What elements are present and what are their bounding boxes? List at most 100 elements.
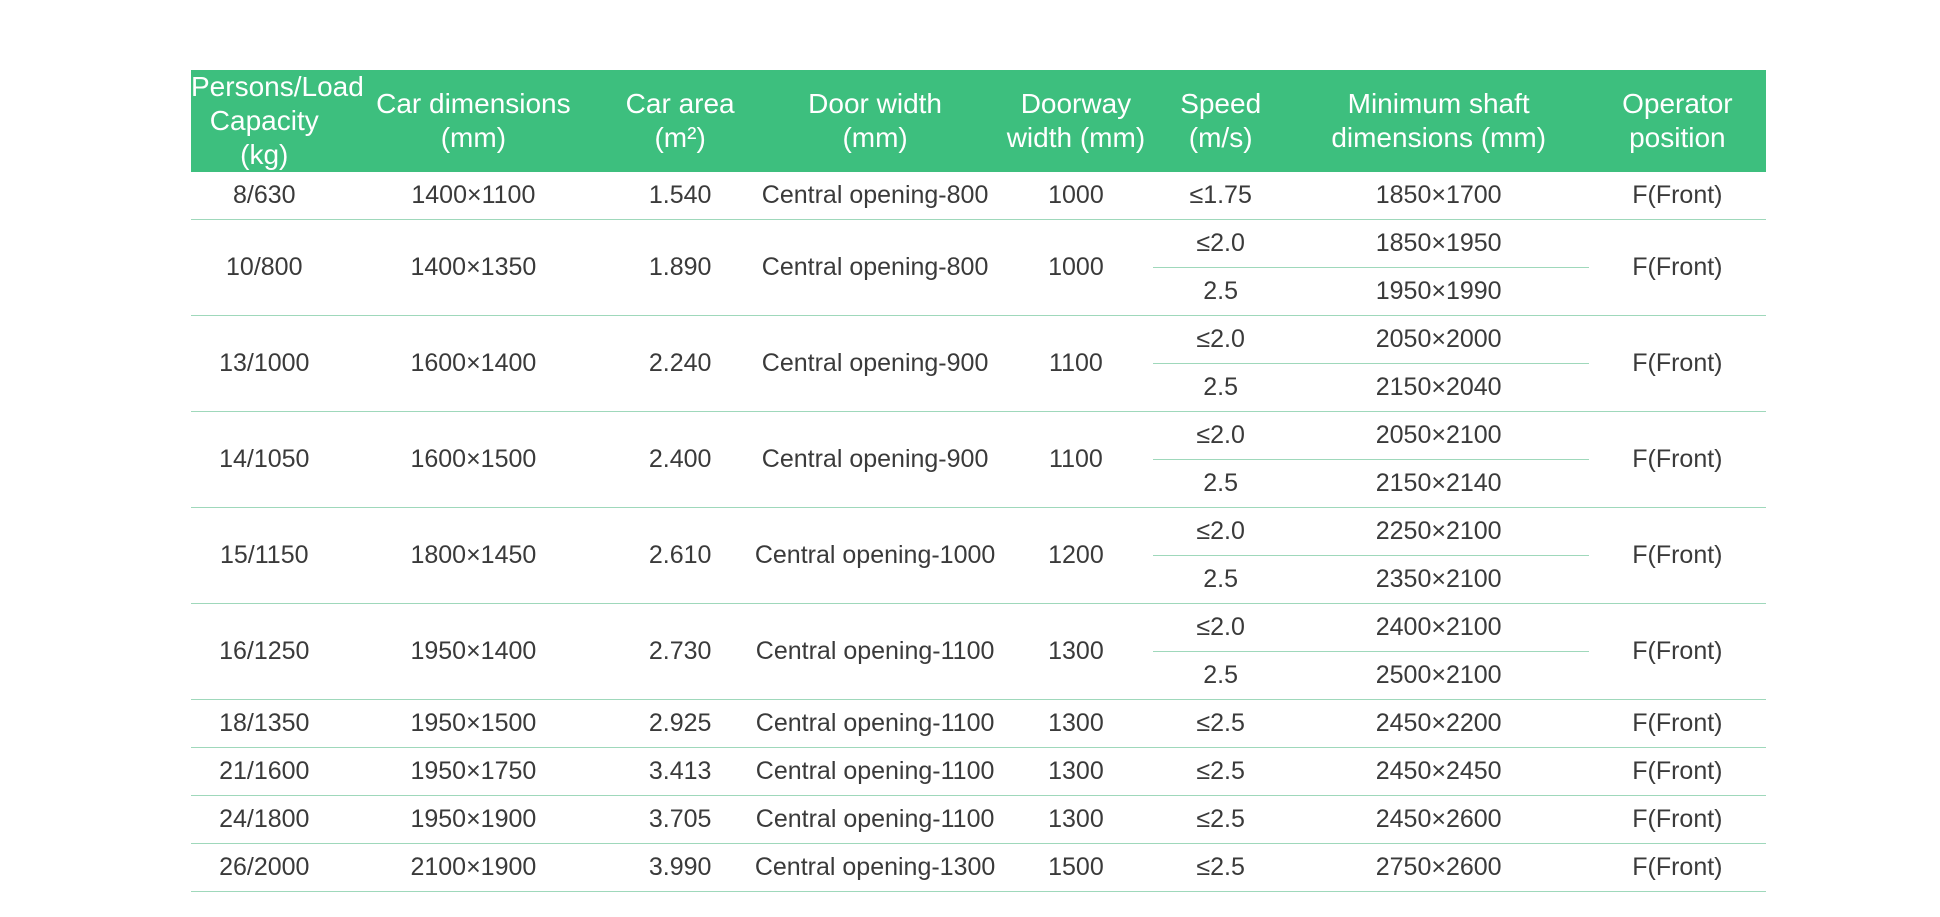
table-row: 24/1800 1950×1900 3.705 Central opening-110… <box>191 795 1766 844</box>
table-row: 18/1350 1950×1500 2.925 Central opening-110… <box>191 699 1766 748</box>
table-sub-row: 2.5 1950×1990 <box>191 267 1766 316</box>
speed-cell: ≤1.75 <box>1152 172 1289 220</box>
shaft-dimensions-cell: 2450×2450 <box>1288 747 1589 796</box>
shaft-dimensions-cell: 2450×2200 <box>1288 699 1589 748</box>
table-header: Persons/Load Capacity (kg) Car dimensions… <box>191 70 1766 172</box>
capacity-cell: 16/1250 <box>191 603 338 700</box>
table-row: 15/1150 1800×1450 2.610 Central opening-100… <box>191 507 1766 604</box>
table-row: 8/630 1400×1100 1.540 Central opening-800 10… <box>191 172 1766 220</box>
door-width-cell: Central opening-800 <box>751 172 1000 220</box>
operator-position-cell: F(Front) <box>1588 795 1766 844</box>
car-dimensions-cell: 1400×1100 <box>337 172 610 220</box>
table-body: 8/630 1400×1100 1.540 Central opening-800 10… <box>191 172 1766 892</box>
speed-cell: ≤2.0 <box>1152 507 1289 556</box>
operator-position-cell: F(Front) <box>1588 699 1766 748</box>
door-width-cell: Central opening-1300 <box>751 843 1000 892</box>
operator-position-cell: F(Front) <box>1588 507 1766 604</box>
header-car-area: Car area (m²) <box>609 70 752 172</box>
shaft-dimensions-cell: 1850×1700 <box>1288 172 1589 220</box>
speed-cell: ≤2.5 <box>1152 843 1289 892</box>
speed-cell: ≤2.5 <box>1152 699 1289 748</box>
shaft-dimensions-cell: 2250×2100 <box>1288 507 1589 556</box>
doorway-width-cell: 1300 <box>999 747 1153 796</box>
shaft-dimensions-cell: 2400×2100 <box>1288 603 1589 652</box>
doorway-width-cell: 1200 <box>999 507 1153 604</box>
shaft-dimensions-cell: 2350×2100 <box>1288 555 1589 604</box>
table-sub-row: 2.5 2150×2040 <box>191 363 1766 412</box>
door-width-cell: Central opening-1100 <box>751 795 1000 844</box>
table-row: 21/1600 1950×1750 3.413 Central opening-110… <box>191 747 1766 796</box>
capacity-cell: 14/1050 <box>191 411 338 508</box>
speed-cell: ≤2.0 <box>1152 315 1289 364</box>
doorway-width-cell: 1000 <box>999 219 1153 316</box>
speed-cell: 2.5 <box>1152 267 1289 316</box>
operator-position-cell: F(Front) <box>1588 219 1766 316</box>
header-doorway-width: Doorway width (mm) <box>999 70 1153 172</box>
header-shaft-dimensions: Minimum shaft dimensions (mm) <box>1288 70 1589 172</box>
car-dimensions-cell: 1950×1500 <box>337 699 610 748</box>
header-operator-position: Operator position <box>1588 70 1766 172</box>
doorway-width-cell: 1300 <box>999 795 1153 844</box>
door-width-cell: Central opening-1100 <box>751 747 1000 796</box>
doorway-width-cell: 1000 <box>999 172 1153 220</box>
car-area-cell: 1.540 <box>609 172 752 220</box>
operator-position-cell: F(Front) <box>1588 747 1766 796</box>
car-dimensions-cell: 1950×1900 <box>337 795 610 844</box>
operator-position-cell: F(Front) <box>1588 843 1766 892</box>
shaft-dimensions-cell: 2500×2100 <box>1288 651 1589 700</box>
header-capacity: Persons/Load Capacity (kg) <box>191 70 364 172</box>
car-area-cell: 3.990 <box>609 843 752 892</box>
shaft-dimensions-cell: 2050×2000 <box>1288 315 1589 364</box>
door-width-cell: Central opening-1000 <box>751 507 1000 604</box>
table-row: 14/1050 1600×1500 2.400 Central opening-900… <box>191 411 1766 508</box>
speed-cell: 2.5 <box>1152 363 1289 412</box>
speed-cell: ≤2.0 <box>1152 411 1289 460</box>
header-car-dimensions: Car dimensions (mm) <box>337 70 610 172</box>
table-row: 16/1250 1950×1400 2.730 Central opening-110… <box>191 603 1766 700</box>
table-row: 10/800 1400×1350 1.890 Central opening-800 1… <box>191 219 1766 316</box>
doorway-width-cell: 1100 <box>999 411 1153 508</box>
car-dimensions-cell: 1950×1750 <box>337 747 610 796</box>
header-speed: Speed (m/s) <box>1152 70 1289 172</box>
door-width-cell: Central opening-1100 <box>751 603 1000 700</box>
speed-cell: ≤2.0 <box>1152 603 1289 652</box>
car-area-cell: 3.413 <box>609 747 752 796</box>
car-area-cell: 2.925 <box>609 699 752 748</box>
car-area-cell: 2.240 <box>609 315 752 412</box>
shaft-dimensions-cell: 2150×2140 <box>1288 459 1589 508</box>
door-width-cell: Central opening-900 <box>751 315 1000 412</box>
car-area-cell: 2.400 <box>609 411 752 508</box>
speed-cell: ≤2.5 <box>1152 747 1289 796</box>
shaft-dimensions-cell: 2450×2600 <box>1288 795 1589 844</box>
capacity-cell: 24/1800 <box>191 795 338 844</box>
table-sub-row: 2.5 2350×2100 <box>191 555 1766 604</box>
table-row: 13/1000 1600×1400 2.240 Central opening-900… <box>191 315 1766 412</box>
speed-cell: ≤2.0 <box>1152 219 1289 268</box>
car-dimensions-cell: 1800×1450 <box>337 507 610 604</box>
operator-position-cell: F(Front) <box>1588 411 1766 508</box>
shaft-dimensions-cell: 2750×2600 <box>1288 843 1589 892</box>
shaft-dimensions-cell: 1850×1950 <box>1288 219 1589 268</box>
doorway-width-cell: 1500 <box>999 843 1153 892</box>
car-dimensions-cell: 1600×1400 <box>337 315 610 412</box>
elevator-spec-table: Persons/Load Capacity (kg) Car dimensions… <box>191 70 1766 892</box>
car-dimensions-cell: 1950×1400 <box>337 603 610 700</box>
table-row: 26/2000 2100×1900 3.990 Central opening-130… <box>191 843 1766 892</box>
doorway-width-cell: 1100 <box>999 315 1153 412</box>
car-dimensions-cell: 1600×1500 <box>337 411 610 508</box>
shaft-dimensions-cell: 2050×2100 <box>1288 411 1589 460</box>
car-area-cell: 2.730 <box>609 603 752 700</box>
shaft-dimensions-cell: 1950×1990 <box>1288 267 1589 316</box>
door-width-cell: Central opening-900 <box>751 411 1000 508</box>
operator-position-cell: F(Front) <box>1588 315 1766 412</box>
car-area-cell: 1.890 <box>609 219 752 316</box>
capacity-cell: 15/1150 <box>191 507 338 604</box>
doorway-width-cell: 1300 <box>999 603 1153 700</box>
capacity-cell: 18/1350 <box>191 699 338 748</box>
car-area-cell: 3.705 <box>609 795 752 844</box>
car-dimensions-cell: 1400×1350 <box>337 219 610 316</box>
operator-position-cell: F(Front) <box>1588 603 1766 700</box>
header-door-width: Door width (mm) <box>751 70 1000 172</box>
table-sub-row: 2.5 2500×2100 <box>191 651 1766 700</box>
capacity-cell: 21/1600 <box>191 747 338 796</box>
